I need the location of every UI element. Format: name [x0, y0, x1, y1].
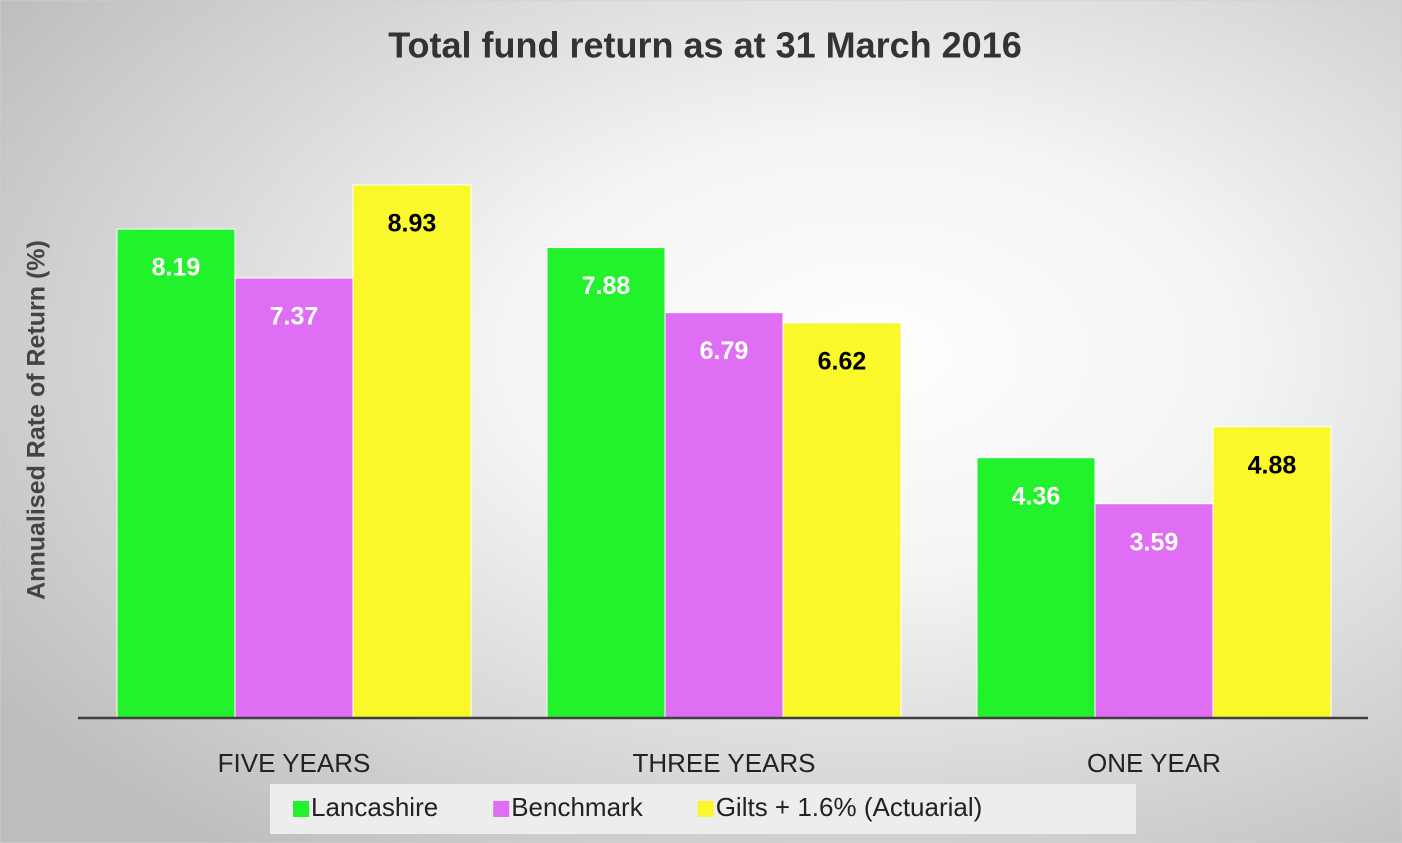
- data-label: 4.88: [1248, 451, 1297, 479]
- data-label: 4.36: [1012, 482, 1061, 510]
- data-label: 7.37: [270, 303, 319, 331]
- legend-label: Gilts + 1.6% (Actuarial): [716, 792, 983, 822]
- bar: [352, 184, 472, 719]
- x-tick-label: FIVE YEARS: [218, 748, 371, 778]
- chart-title: Total fund return as at 31 March 2016: [388, 25, 1022, 66]
- bar: [234, 277, 354, 719]
- legend-label: Benchmark: [511, 792, 643, 822]
- legend-swatch: [697, 801, 714, 817]
- data-label: 7.88: [582, 272, 631, 300]
- bar: [546, 247, 666, 719]
- bar: [1212, 426, 1332, 719]
- x-tick-label: THREE YEARS: [632, 748, 815, 778]
- data-label: 3.59: [1130, 528, 1179, 556]
- data-label: 6.62: [818, 347, 867, 375]
- y-axis-label: Annualised Rate of Return (%): [23, 240, 51, 600]
- bar: [782, 322, 902, 719]
- legend-label: Lancashire: [311, 792, 438, 822]
- x-tick-label: ONE YEAR: [1087, 748, 1221, 778]
- bar: [664, 312, 784, 719]
- legend-swatch: [293, 801, 309, 817]
- data-label: 6.79: [700, 337, 749, 365]
- bar: [116, 228, 236, 719]
- data-label: 8.19: [152, 254, 201, 282]
- data-label: 8.93: [388, 209, 437, 237]
- legend-swatch: [493, 801, 510, 817]
